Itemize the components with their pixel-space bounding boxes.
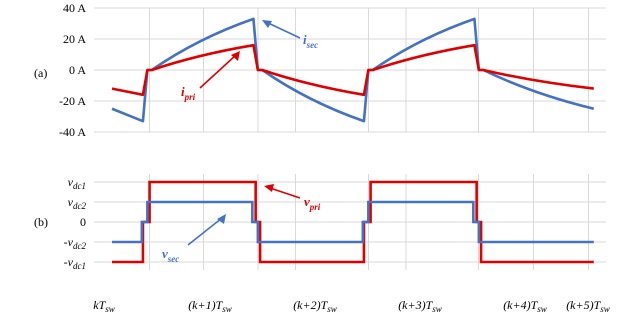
x-tick-label: (k+1)Tsw	[188, 298, 232, 314]
x-tick-prefix: k	[93, 298, 99, 312]
panel-b-y-tick: -vdc2	[64, 235, 87, 251]
series-line-v-sec	[112, 200, 594, 244]
panel-a-y-tick: 0 A	[69, 63, 86, 77]
label-main: i	[181, 84, 185, 99]
x-tick-prefix: (k+4)	[503, 298, 530, 312]
x-tick-T: T	[321, 298, 329, 312]
x-tick-sub: sw	[222, 304, 232, 314]
tick-prefix: -	[64, 235, 68, 249]
series-line-i-sec	[111, 17, 595, 123]
series-label-v-sec: vsec	[162, 246, 179, 264]
label-sub: sec	[167, 254, 180, 264]
panel-a-label: (a)	[34, 66, 47, 80]
tick-sub: dc2	[73, 201, 86, 211]
series-label-i-pri: ipri	[181, 84, 196, 102]
panel-a-y-tick: -40 A	[59, 125, 86, 139]
panel-a-y-tick: -20 A	[59, 94, 86, 108]
x-tick-T: T	[426, 298, 434, 312]
tick-sub: dc1	[73, 181, 86, 191]
arrowhead-i-pri	[231, 51, 240, 61]
label-sub: pri	[184, 92, 196, 102]
x-tick-T: T	[216, 298, 224, 312]
arrow-i-sec	[265, 21, 301, 39]
panel-b-y-tick: vdc1	[68, 175, 86, 191]
x-tick-sub: sw	[537, 304, 547, 314]
arrow-v-sec	[187, 217, 223, 246]
tick-main: v	[68, 195, 74, 209]
tick-sub: dc2	[73, 241, 86, 251]
x-tick-T: T	[594, 298, 602, 312]
tick-prefix: -	[64, 255, 68, 269]
panel-b-y-tick: vdc2	[68, 195, 87, 211]
x-tick-prefix: (k+3)	[398, 298, 425, 312]
x-tick-sub: sw	[432, 304, 442, 314]
panel-b-y-tick: 0	[80, 215, 86, 229]
tick-main: v	[68, 235, 74, 249]
x-tick-prefix: (k+1)	[188, 298, 215, 312]
x-tick-label: kTsw	[93, 298, 115, 314]
label-sub: sec	[306, 40, 319, 50]
arrowhead-v-pri	[264, 184, 274, 192]
x-tick-sub: sw	[327, 304, 337, 314]
label-main: i	[303, 32, 307, 47]
label-main: v	[304, 194, 310, 209]
x-tick-T: T	[531, 298, 539, 312]
x-tick-label: (k+4)Tsw	[503, 298, 547, 314]
x-tick-T: T	[99, 298, 107, 312]
panel-b-y-tick: -vdc1	[64, 255, 86, 271]
x-tick-prefix: (k+2)	[293, 298, 320, 312]
x-tick-prefix: (k+5)	[566, 298, 593, 312]
x-tick-sub: sw	[105, 304, 115, 314]
x-tick-label: (k+3)Tsw	[398, 298, 442, 314]
label-main: v	[162, 246, 168, 261]
tick-main: v	[68, 255, 74, 269]
series-label-i-sec: isec	[303, 32, 318, 50]
tick-main: v	[68, 175, 74, 189]
x-tick-label: (k+2)Tsw	[293, 298, 337, 314]
arrow-i-pri	[199, 54, 237, 89]
arrow-v-pri	[269, 187, 301, 199]
x-tick-label: (k+5)Tsw	[566, 298, 610, 314]
series-line-i-pri	[111, 43, 594, 97]
series-label-v-pri: vpri	[304, 194, 321, 212]
panel-a-y-tick: 20 A	[63, 32, 86, 46]
label-sub: pri	[309, 202, 321, 212]
arrowhead-i-sec	[262, 20, 272, 28]
tick-sub: dc1	[73, 261, 86, 271]
panel-a-y-tick: 40 A	[63, 1, 86, 15]
arrowhead-v-sec	[217, 214, 226, 224]
x-tick-sub: sw	[600, 304, 610, 314]
tick-main: 0	[80, 215, 86, 229]
panel-b-label: (b)	[34, 215, 48, 229]
